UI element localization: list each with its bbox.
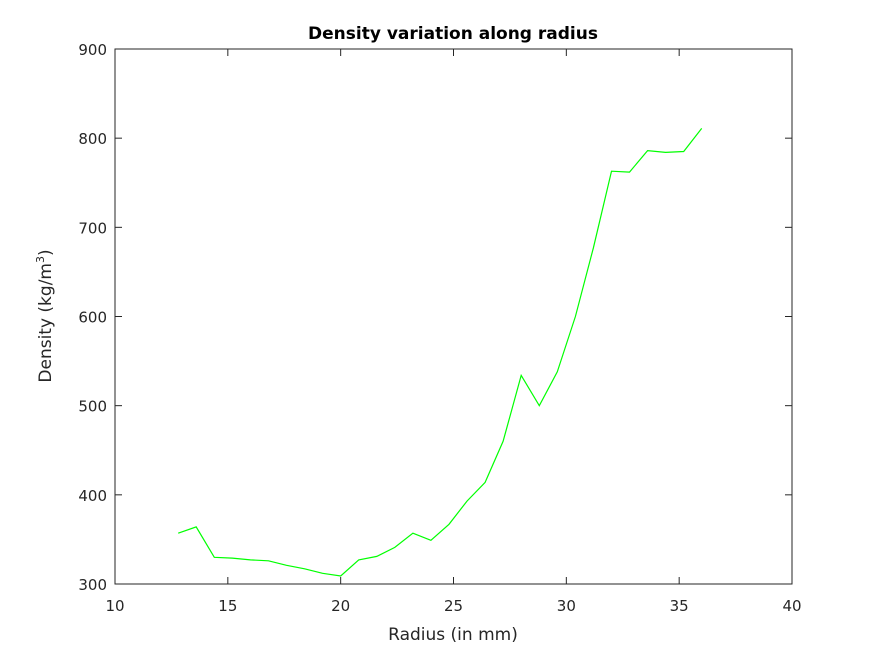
x-tick-label: 25 [444,597,463,615]
x-axis-label: Radius (in mm) [388,625,518,645]
y-axis-label: Density (kg/m3) [34,249,56,382]
plot-area [114,48,793,585]
x-tick-label: 15 [218,597,237,615]
y-tick-label: 500 [78,398,107,416]
series-group [178,128,703,577]
y-tick-label: 600 [78,309,107,327]
y-tick-label: 800 [78,130,107,148]
y-tick-label: 300 [78,576,107,594]
axis-ticks: 10 15 20 25 30 35 40 300 400 500 600 700 800 900 [78,41,801,615]
chart-title: Density variation along radius [308,24,598,44]
y-tick-label: 700 [78,219,107,237]
y-tick-label: 900 [78,41,107,59]
y-axis-label-suffix: ) [36,249,56,256]
y-tick-label: 400 [78,487,107,505]
x-tick-label: 20 [331,597,350,615]
series-line [178,128,703,577]
x-tick-label: 35 [670,597,689,615]
y-axis-label-main: Density (kg/m [36,263,56,383]
x-tick-label: 40 [782,597,801,615]
y-axis-label-superscript: 3 [34,256,47,263]
x-tick-label: 30 [557,597,576,615]
x-tick-label: 10 [105,597,124,615]
